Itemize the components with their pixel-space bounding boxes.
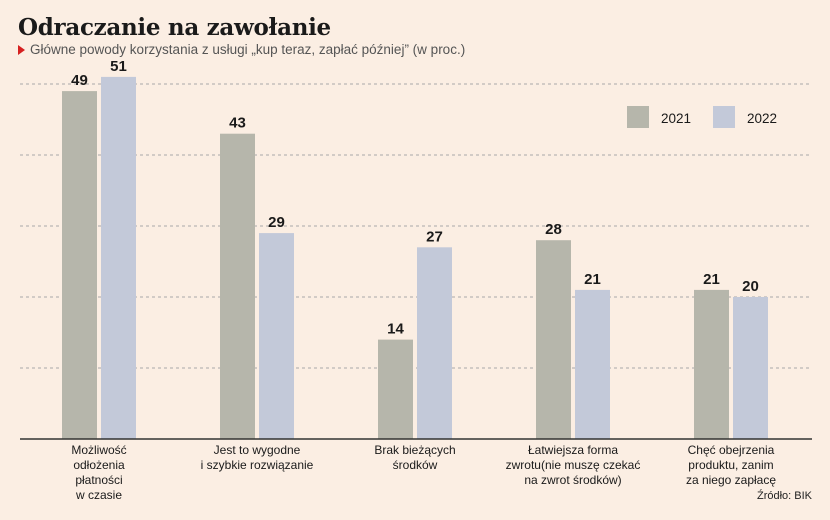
data-label: 20 xyxy=(742,278,759,295)
category-label: Jest to wygodne i szybkie rozwiązanie xyxy=(201,443,314,472)
data-label: 43 xyxy=(229,115,246,132)
red-triangle-icon xyxy=(18,44,25,55)
bar-2021-4 xyxy=(536,240,571,439)
category-label: Łatwiejsza forma zwrotu(nie muszę czekać n… xyxy=(506,443,641,487)
data-label: 51 xyxy=(110,58,127,75)
data-label: 21 xyxy=(703,271,720,288)
bar-2022-1 xyxy=(101,76,136,440)
bar-2022-5 xyxy=(733,297,768,439)
category-label: Możliwość odłożenia płatności w czasie xyxy=(71,443,126,502)
legend-swatch-2022 xyxy=(713,106,735,128)
category-label: Brak bieżących środków xyxy=(374,443,455,472)
chart-title: Odraczanie na zawołanie xyxy=(18,14,331,41)
chart-subtitle: Główne powody korzystania z usługi „kup … xyxy=(18,42,465,57)
subtitle-text: Główne powody korzystania z usługi „kup … xyxy=(30,42,466,57)
source-note: Źródło: BIK xyxy=(756,490,812,502)
legend-swatch-2021 xyxy=(627,106,649,128)
data-label: 28 xyxy=(545,221,562,238)
data-label: 21 xyxy=(584,271,601,288)
data-label: 27 xyxy=(426,228,443,245)
bar-2021-5 xyxy=(694,289,729,439)
data-label: 49 xyxy=(71,72,88,89)
category-label: Chęć obejrzenia produktu, zanim za niego z… xyxy=(686,443,776,487)
data-label: 29 xyxy=(268,214,285,231)
bar-2021-3 xyxy=(378,339,413,439)
bar-2021-2 xyxy=(220,133,255,439)
bar-2022-3 xyxy=(417,247,452,439)
legend-label-2022: 2022 xyxy=(747,111,777,126)
data-label: 14 xyxy=(387,321,404,338)
legend-label-2021: 2021 xyxy=(661,111,691,126)
bar-2021-1 xyxy=(62,91,97,439)
bar-2022-2 xyxy=(259,233,294,439)
bar-2022-4 xyxy=(575,289,610,439)
